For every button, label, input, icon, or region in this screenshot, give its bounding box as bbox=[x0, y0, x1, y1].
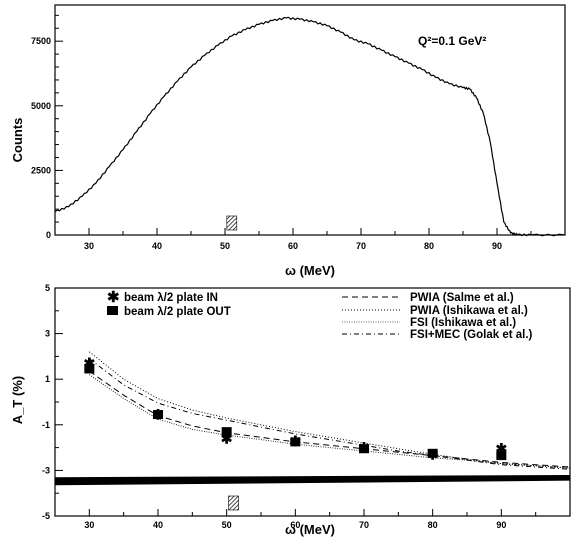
plate-out-point bbox=[359, 444, 369, 454]
systematic-error-band bbox=[55, 474, 570, 486]
top-x-ticks: 30 40 50 60 70 80 90 bbox=[54, 228, 566, 251]
top-y-axis-label: Counts bbox=[10, 118, 25, 163]
bottom-y-ticks: 5 3 1 -1 -3 -5 bbox=[42, 283, 63, 521]
top-x-tick-label: 50 bbox=[220, 241, 230, 251]
legend-right: PWIA (Salme et al.) PWIA (Ishikawa et al… bbox=[342, 292, 533, 341]
bottom-y-tick-label: -5 bbox=[42, 511, 50, 521]
top-x-tick-label: 30 bbox=[84, 241, 94, 251]
q2-annotation: Q²=0.1 GeV² bbox=[418, 34, 486, 48]
legend-label-fsi-mec: FSI+MEC (Golak et al.) bbox=[410, 329, 533, 341]
bottom-x-tick-label: 60 bbox=[290, 520, 300, 530]
legend-square-icon bbox=[107, 306, 118, 315]
legend-left: ✱ beam λ/2 plate IN beam λ/2 plate OUT bbox=[107, 289, 231, 318]
top-y-tick-label: 0 bbox=[46, 230, 51, 240]
legend-label-fsi-ishikawa: FSI (Ishikawa et al.) bbox=[410, 317, 516, 329]
data-points: ✱✱✱✱✱✱✱ bbox=[83, 355, 507, 462]
bottom-asymmetry-panel: 30 40 50 60 70 80 90 5 3 1 -1 -3 -5 ✱✱✱✱✱✱✱ ✱ beam … bbox=[10, 283, 571, 537]
bottom-y-tick-label: -3 bbox=[42, 465, 50, 475]
plate-out-point bbox=[427, 448, 438, 458]
bottom-x-tick-label: 40 bbox=[153, 520, 163, 530]
theory-curves bbox=[88, 351, 571, 470]
legend-label-pwia-ishikawa: PWIA (Ishikawa et al.) bbox=[410, 305, 528, 317]
bottom-y-tick-label: 3 bbox=[45, 329, 50, 339]
plate-out-point bbox=[84, 364, 95, 374]
bottom-x-ticks: 30 40 50 60 70 80 90 bbox=[54, 509, 571, 530]
top-x-tick-label: 80 bbox=[424, 241, 434, 251]
top-x-axis-label: ω (MeV) bbox=[285, 263, 335, 278]
bottom-y-tick-label: -1 bbox=[42, 420, 50, 430]
top-x-tick-label: 70 bbox=[356, 241, 366, 251]
legend-star-icon: ✱ bbox=[107, 289, 120, 306]
top-x-tick-label: 60 bbox=[288, 241, 298, 251]
top-y-tick-label: 7500 bbox=[31, 36, 51, 46]
top-y-tick-label: 5000 bbox=[31, 101, 51, 111]
bottom-hatched-marker bbox=[228, 495, 239, 511]
counts-spectrum-line bbox=[54, 16, 566, 237]
plate-out-point bbox=[290, 437, 301, 447]
top-hatched-marker bbox=[226, 215, 238, 231]
bottom-x-axis-label: ω (MeV) bbox=[285, 522, 335, 537]
top-x-tick-label: 90 bbox=[492, 241, 502, 251]
legend-label-pwia-salme: PWIA (Salme et al.) bbox=[410, 292, 514, 304]
legend-label-plate-out: beam λ/2 plate OUT bbox=[124, 306, 231, 318]
top-y-tick-label: 2500 bbox=[31, 165, 51, 175]
top-spectrum-panel: 30 40 50 60 70 80 90 0 2500 5000 7500 Q²=0.1 GeV²… bbox=[10, 4, 566, 278]
bottom-y-axis-label: A_T (%) bbox=[10, 376, 25, 424]
bottom-x-tick-label: 50 bbox=[222, 520, 232, 530]
top-plot-frame bbox=[54, 4, 566, 236]
bottom-x-tick-label: 30 bbox=[84, 520, 94, 530]
top-y-ticks: 0 2500 5000 7500 bbox=[31, 14, 63, 240]
bottom-x-tick-label: 80 bbox=[428, 520, 438, 530]
legend-label-plate-in: beam λ/2 plate IN bbox=[124, 292, 218, 304]
bottom-y-tick-label: 5 bbox=[45, 283, 50, 293]
plate-out-point bbox=[496, 451, 507, 461]
top-x-tick-label: 40 bbox=[152, 241, 162, 251]
pwia-salme-curve bbox=[89, 370, 571, 468]
bottom-x-tick-label: 70 bbox=[359, 520, 369, 530]
fsi-ishikawa-curve bbox=[89, 374, 571, 469]
plate-out-point bbox=[153, 410, 163, 420]
bottom-y-tick-label: 1 bbox=[45, 374, 50, 384]
plate-out-point bbox=[221, 427, 232, 437]
bottom-x-tick-label: 90 bbox=[496, 520, 506, 530]
